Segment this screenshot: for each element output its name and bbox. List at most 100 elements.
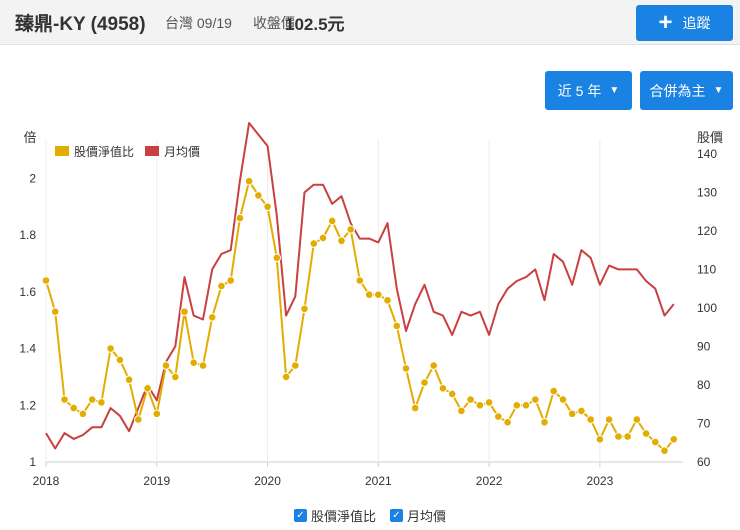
checkbox-checked-icon[interactable]: ✓	[390, 509, 403, 522]
pb-point[interactable]	[263, 202, 272, 211]
pb-point[interactable]	[337, 236, 346, 246]
toggle-pb-series[interactable]: ✓ 股價淨值比	[293, 506, 376, 525]
pb-point[interactable]	[475, 401, 485, 410]
pb-point[interactable]	[355, 276, 365, 285]
bottom-legend: ✓ 股價淨值比 ✓ 月均價	[0, 506, 740, 525]
pb-point[interactable]	[189, 358, 198, 367]
pb-point[interactable]	[115, 355, 125, 365]
pb-point[interactable]	[124, 375, 134, 385]
pb-point[interactable]	[41, 276, 51, 285]
pb-point[interactable]	[171, 372, 180, 382]
toggle-price-series[interactable]: ✓ 月均價	[390, 506, 446, 525]
pb-point[interactable]	[604, 415, 614, 424]
pb-point[interactable]	[632, 415, 642, 424]
pb-point[interactable]	[97, 398, 106, 407]
pb-point[interactable]	[623, 432, 632, 441]
pb-point[interactable]	[254, 191, 263, 200]
pb-point[interactable]	[457, 406, 466, 416]
legend-label-price[interactable]: 月均價	[164, 145, 200, 159]
pb-point[interactable]	[235, 213, 245, 223]
pb-point[interactable]	[392, 321, 402, 331]
pb-point[interactable]	[595, 435, 605, 444]
pb-point[interactable]	[614, 432, 623, 441]
pb-point[interactable]	[161, 361, 171, 370]
pb-point[interactable]	[364, 290, 374, 299]
left-axis-ticks: 1 1.2 1.4 1.6 1.8 2	[19, 171, 36, 469]
x-tick-label: 2022	[476, 474, 503, 488]
x-tick-label: 2018	[33, 474, 60, 488]
pb-point[interactable]	[401, 364, 411, 373]
pb-point[interactable]	[152, 409, 162, 419]
x-tick-label: 2023	[587, 474, 614, 488]
right-tick-label: 60	[697, 455, 711, 469]
pb-point[interactable]	[327, 216, 337, 226]
pb-point[interactable]	[134, 415, 143, 424]
pb-point[interactable]	[484, 398, 494, 407]
pb-point[interactable]	[69, 403, 78, 413]
pb-point[interactable]	[143, 384, 152, 393]
chevron-down-icon: ▼	[609, 84, 620, 96]
track-button-label: 追蹤	[682, 15, 711, 31]
legend-label-pb[interactable]: 股價淨值比	[74, 144, 134, 159]
chart-series	[41, 122, 679, 456]
pb-point[interactable]	[558, 395, 568, 404]
pb-point[interactable]	[641, 429, 651, 438]
mode-dropdown[interactable]: 合併為主 ▼	[640, 71, 733, 110]
pb-point[interactable]	[512, 401, 522, 410]
pb-point[interactable]	[226, 276, 235, 285]
pb-point[interactable]	[50, 307, 60, 316]
pb-point[interactable]	[244, 176, 254, 186]
x-tick-label: 2020	[254, 474, 281, 488]
pb-point[interactable]	[660, 446, 669, 456]
pb-point[interactable]	[466, 395, 475, 404]
pb-point[interactable]	[503, 418, 512, 427]
pb-point[interactable]	[429, 361, 439, 370]
pb-point[interactable]	[281, 372, 291, 382]
pb-point[interactable]	[87, 395, 97, 404]
pb-point[interactable]	[198, 361, 208, 370]
right-tick-label: 130	[697, 185, 717, 199]
pb-point[interactable]	[318, 233, 328, 243]
pb-point[interactable]	[494, 412, 503, 421]
pb-point[interactable]	[346, 225, 356, 234]
left-tick-label: 1	[29, 455, 36, 469]
pb-point[interactable]	[651, 437, 660, 447]
left-axis-label: 倍	[23, 130, 36, 145]
pb-point[interactable]	[217, 281, 226, 291]
pb-point[interactable]	[447, 389, 457, 399]
stock-name: 臻鼎-KY (4958)	[15, 14, 146, 35]
pb-point[interactable]	[410, 403, 420, 413]
pb-point[interactable]	[531, 395, 540, 404]
pb-point[interactable]	[669, 435, 679, 444]
pb-point[interactable]	[291, 361, 300, 370]
pb-point[interactable]	[420, 378, 429, 387]
left-tick-label: 1.2	[19, 398, 36, 412]
legend-swatch-pb	[55, 146, 69, 156]
pb-point[interactable]	[106, 344, 115, 353]
right-tick-label: 70	[697, 416, 711, 430]
pb-point[interactable]	[300, 304, 309, 314]
pb-point[interactable]	[207, 313, 217, 322]
series-line-price	[45, 122, 675, 450]
track-button[interactable]: + 追蹤	[636, 5, 733, 41]
right-tick-label: 140	[697, 147, 717, 161]
pb-point[interactable]	[60, 395, 69, 404]
pb-point[interactable]	[540, 418, 549, 427]
pb-point[interactable]	[374, 290, 383, 299]
pb-point[interactable]	[180, 307, 189, 316]
pb-point[interactable]	[438, 384, 448, 393]
checkbox-checked-icon[interactable]: ✓	[293, 509, 307, 522]
x-axis-ticks: 2018 2019 2020 2021 2022 2023	[33, 462, 614, 488]
right-axis-label: 股價	[697, 130, 723, 145]
left-tick-label: 2	[29, 171, 36, 185]
pb-point[interactable]	[521, 401, 531, 410]
pb-point[interactable]	[567, 409, 577, 419]
period-dropdown[interactable]: 近 5 年 ▼	[545, 71, 632, 110]
pb-point[interactable]	[383, 296, 392, 305]
pb-point[interactable]	[272, 253, 282, 263]
pb-point[interactable]	[78, 409, 88, 419]
pb-point[interactable]	[586, 415, 596, 424]
pb-point[interactable]	[577, 406, 586, 416]
pb-point[interactable]	[549, 386, 559, 396]
pb-point[interactable]	[309, 239, 319, 248]
